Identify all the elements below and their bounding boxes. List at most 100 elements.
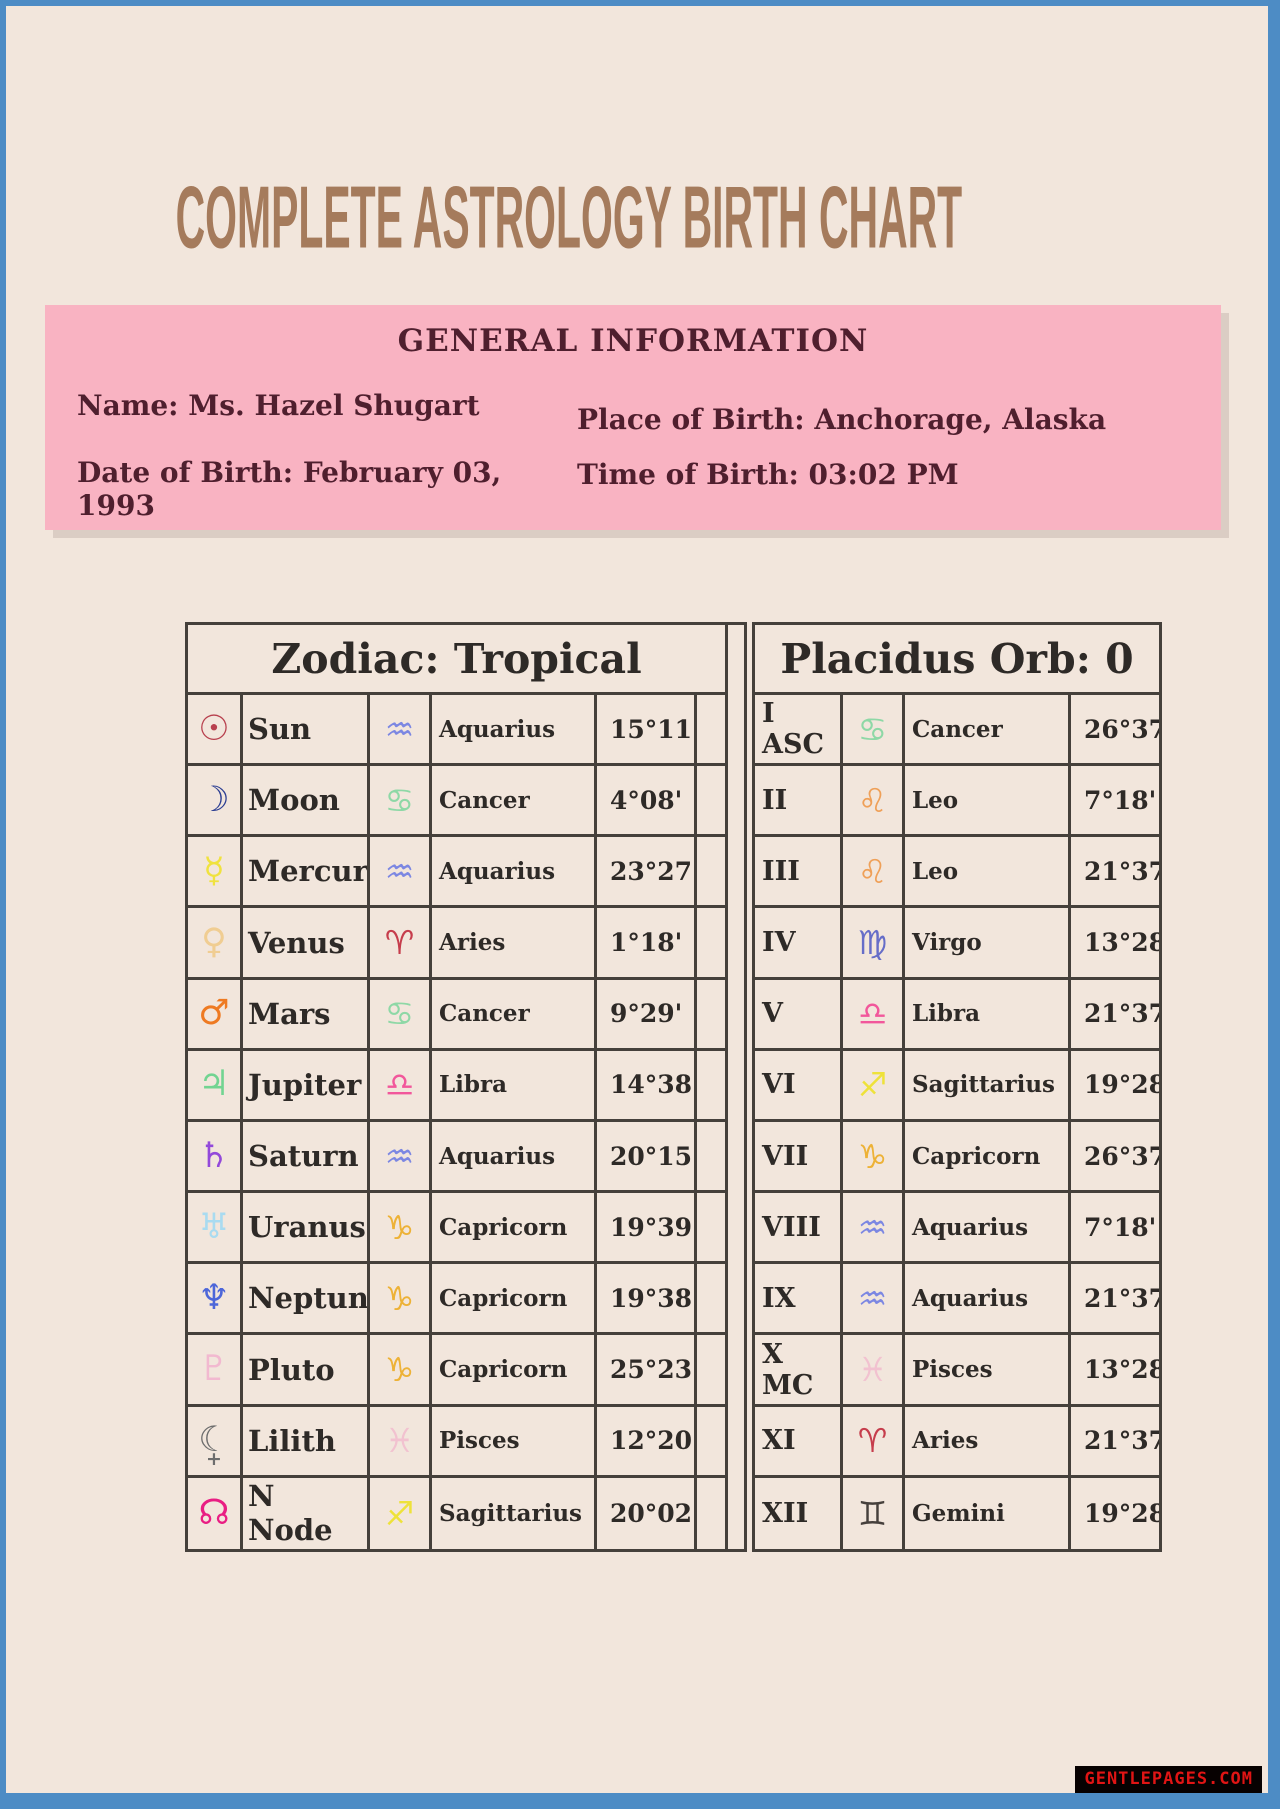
sun-icon: ☉ xyxy=(198,708,230,749)
page-title-text: COMPLETE ASTROLOGY BIRTH CHART xyxy=(175,169,963,268)
aries-icon: ♈ xyxy=(857,1421,888,1461)
sagittarius-icon: ♐ xyxy=(384,1493,415,1533)
degrees-value: 1°18' xyxy=(597,908,697,980)
zodiac-table-body: ☉ Sun ♒ Aquarius 15°11' ☽ xyxy=(188,695,725,1549)
cancer-icon: ♋ xyxy=(384,780,415,820)
sign-name: Aquarius xyxy=(432,837,597,909)
degrees-value: 14°38' xyxy=(597,1050,697,1122)
house-label: II xyxy=(755,766,843,838)
spacer-cell xyxy=(697,766,725,838)
spacer-cell xyxy=(697,1122,725,1194)
degrees-value: 23°27' xyxy=(597,837,697,909)
watermark: GENTLEPAGES.COM xyxy=(1075,1766,1262,1793)
sign-name: Libra xyxy=(905,979,1071,1051)
zodiac-table-header: Zodiac: Tropical xyxy=(188,625,725,695)
sign-name: Aquarius xyxy=(432,695,597,767)
sign-name: Cancer xyxy=(432,766,597,838)
sign-name: Aquarius xyxy=(432,1121,597,1194)
house-label: VIII xyxy=(755,1193,843,1265)
degrees-value: 19°39' xyxy=(597,1193,697,1265)
house-label: XII xyxy=(755,1477,843,1549)
planet-name: Neptune xyxy=(243,1264,370,1336)
cancer-icon: ♋ xyxy=(857,709,888,749)
degrees-value: 21°37' xyxy=(1071,837,1159,909)
houses-table-body: I ASC ♋ Cancer 26°37' II ♌ Leo xyxy=(755,695,1159,1549)
libra-icon: ♎ xyxy=(857,994,888,1034)
sign-name: Aries xyxy=(905,1406,1071,1478)
aquarius-icon: ♒ xyxy=(384,851,415,891)
cancer-icon: ♋ xyxy=(384,994,415,1034)
degrees-value: 26°37' xyxy=(1071,1122,1159,1194)
degrees-value: 13°28' xyxy=(1071,1335,1159,1407)
moon-icon: ☽ xyxy=(198,779,230,820)
jupiter-icon: ♃ xyxy=(198,1064,230,1105)
degrees-value: 19°38' xyxy=(597,1264,697,1336)
time-of-birth-field: Time of Birth: 03:02 PM xyxy=(577,458,959,491)
spacer-cell xyxy=(697,695,725,767)
sign-name: Cancer xyxy=(905,695,1071,767)
planet-name: Jupiter xyxy=(243,1050,370,1122)
sign-name: Libra xyxy=(432,1050,597,1122)
aquarius-icon: ♒ xyxy=(857,1278,888,1318)
spacer-cell xyxy=(697,980,725,1051)
sign-name: Sagittarius xyxy=(432,1477,597,1549)
house-label: I ASC xyxy=(755,695,843,767)
zodiac-table: Zodiac: Tropical ☉ Sun ♒ Aquarius 15°11' xyxy=(185,622,728,1552)
degrees-value: 19°28' xyxy=(1084,1498,1159,1528)
date-of-birth-field: Date of Birth: February 03, 1993 xyxy=(77,456,502,522)
house-label: XI xyxy=(755,1406,843,1478)
spacer-cell xyxy=(697,1335,725,1407)
neptune-icon: ♆ xyxy=(198,1277,230,1318)
degrees-value: 9°29' xyxy=(597,979,697,1051)
place-of-birth-field: Place of Birth: Anchorage, Alaska xyxy=(577,403,1107,436)
spacer-cell xyxy=(697,1407,725,1478)
aries-icon: ♈ xyxy=(384,923,415,963)
saturn-icon: ♄ xyxy=(198,1135,230,1176)
degrees-value: 13°28' xyxy=(1071,908,1159,980)
planet-name: Mercury xyxy=(243,837,370,909)
planet-name: Mars xyxy=(243,979,370,1051)
degrees-value: 4°08' xyxy=(597,766,697,838)
planet-name: Saturn xyxy=(243,1121,370,1194)
degrees-value: 21°37' xyxy=(1071,980,1159,1051)
virgo-icon: ♍ xyxy=(857,923,888,963)
sagittarius-icon: ♐ xyxy=(857,1065,888,1105)
libra-icon: ♎ xyxy=(384,1065,415,1105)
sign-name: Pisces xyxy=(432,1406,597,1478)
general-info-right-column: Place of Birth: Anchorage, Alaska Time o… xyxy=(577,389,1193,522)
house-label: X MC xyxy=(755,1335,843,1407)
spacer-cell xyxy=(697,1264,725,1336)
degrees-value: 7°18' xyxy=(1071,766,1159,838)
degrees-value: 7°18' xyxy=(1071,1193,1159,1265)
aquarius-icon: ♒ xyxy=(384,709,415,749)
sign-name: Cancer xyxy=(432,979,597,1051)
pisces-icon: ♓ xyxy=(857,1350,888,1390)
general-info-heading: GENERAL INFORMATION xyxy=(397,323,869,359)
sign-name: Virgo xyxy=(905,908,1071,980)
house-label: VII xyxy=(755,1121,843,1194)
gemini-icon: ♊ xyxy=(857,1493,888,1533)
degrees-value: 25°23' xyxy=(597,1335,697,1407)
planet-name: Venus xyxy=(243,908,370,980)
sign-name: Aquarius xyxy=(905,1264,1071,1336)
house-label: IX xyxy=(755,1264,843,1336)
degrees-value: 26°37' xyxy=(1071,695,1159,767)
capricorn-icon: ♑ xyxy=(384,1350,415,1390)
planet-name: Sun xyxy=(243,695,370,767)
sign-name: Aquarius xyxy=(905,1193,1071,1265)
lilith-icon: ☾ xyxy=(198,1423,229,1458)
general-info-columns: Name: Ms. Hazel Shugart Date of Birth: F… xyxy=(45,359,1221,522)
house-label: IV xyxy=(755,908,843,980)
sign-name: Capricorn xyxy=(432,1335,597,1407)
houses-table: Placidus Orb: 0 I ASC ♋ Cancer 26°37' II xyxy=(752,622,1162,1552)
mercury-icon: ☿ xyxy=(203,850,225,891)
capricorn-icon: ♑ xyxy=(384,1278,415,1318)
table-divider-strip xyxy=(728,622,747,1552)
sign-name: Capricorn xyxy=(432,1193,597,1265)
sign-name: Gemini xyxy=(905,1477,1071,1549)
house-label: III xyxy=(755,837,843,909)
capricorn-icon: ♑ xyxy=(857,1136,888,1176)
planet-name: Pluto xyxy=(243,1335,370,1407)
degrees-value: 19°28' xyxy=(1071,1051,1159,1122)
general-info-left-column: Name: Ms. Hazel Shugart Date of Birth: F… xyxy=(77,389,577,522)
